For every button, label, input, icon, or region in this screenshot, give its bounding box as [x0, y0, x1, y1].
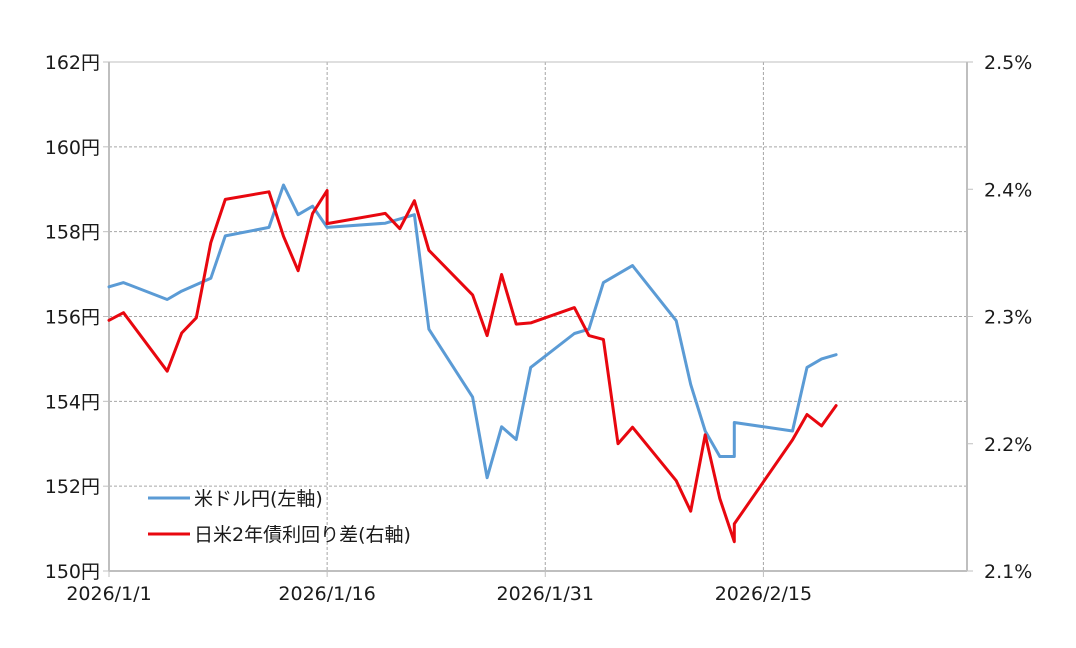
legend-label-2: 日米2年債利回り差(右軸)	[194, 524, 411, 546]
right-tick-label: 2.2%	[984, 434, 1032, 456]
left-tick-label: 160円	[45, 137, 100, 159]
left-tick-label: 150円	[45, 561, 100, 583]
left-tick-label: 162円	[45, 52, 100, 74]
right-axis-ticks: 2.1% 2.2% 2.3% 2.4% 2.5%	[967, 52, 1032, 583]
series-lines	[107, 183, 838, 544]
legend-label-1: 米ドル円(左軸)	[194, 488, 323, 510]
right-tick-label: 2.1%	[984, 561, 1032, 583]
right-tick-label: 2.4%	[984, 179, 1032, 201]
left-tick-label: 158円	[45, 222, 100, 244]
right-tick-label: 2.3%	[984, 307, 1032, 329]
x-axis-ticks: 2026/1/1 2026/1/16 2026/1/31 2026/2/15	[66, 571, 812, 605]
left-tick-label: 152円	[45, 476, 100, 498]
left-tick-label: 154円	[45, 391, 100, 413]
x-tick-label: 2026/2/15	[715, 583, 812, 605]
x-tick-label: 2026/1/1	[66, 583, 151, 605]
right-tick-label: 2.5%	[984, 52, 1032, 74]
legend: 米ドル円(左軸) 日米2年債利回り差(右軸)	[148, 488, 411, 546]
left-tick-label: 156円	[45, 307, 100, 329]
x-tick-label: 2026/1/31	[497, 583, 594, 605]
x-tick-label: 2026/1/16	[278, 583, 375, 605]
series-line-1	[107, 183, 838, 480]
series-line-2	[107, 189, 838, 544]
left-axis-ticks: 150円 152円 154円 156円 158円 160円 162円	[45, 52, 109, 583]
